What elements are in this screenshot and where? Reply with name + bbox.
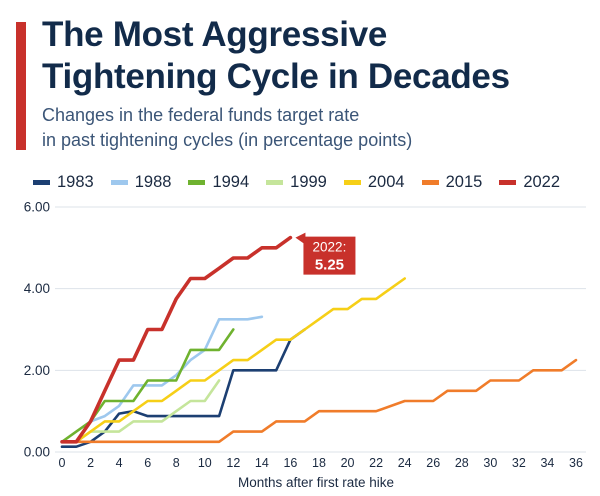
x-tick-label: 36 [569,456,583,470]
x-tick-label: 30 [483,456,497,470]
y-tick-label: 4.00 [24,281,50,296]
legend-swatch [188,179,206,185]
callout-value: 5.25 [315,257,344,274]
series-line-2004 [60,277,407,444]
legend-item-1983: 1983 [33,173,94,192]
legend-item-1994: 1994 [188,173,249,192]
legend-swatch [343,179,361,185]
chart-subtitle: Changes in the federal funds target rate… [42,105,413,150]
series-line-1983 [60,328,307,449]
y-tick-label: 0.00 [24,445,50,460]
chart-title: The Most Aggressive Tightening Cycle in … [42,15,510,96]
x-tick-label: 14 [255,456,269,470]
legend-item-2004: 2004 [343,172,405,192]
legend-swatch [421,179,439,185]
legend-label: 2022 [523,172,561,191]
legend-swatch [266,179,284,185]
callout-box [303,236,356,275]
x-tick-label: 34 [540,456,554,470]
legend-label: 1999 [290,172,327,191]
x-tick-label: 18 [312,456,326,470]
x-tick-label: 26 [426,456,440,470]
legend-label: 1988 [134,172,172,191]
legend-swatch [110,179,128,185]
x-tick-label: 28 [455,456,469,470]
legend-swatch [499,179,517,185]
callout-pointer [295,232,306,245]
series-line-2015 [60,358,578,444]
x-tick-label: 12 [226,456,240,470]
legend-item-2015: 2015 [421,172,483,192]
title-accent-bar [16,22,26,150]
x-tick-label: 32 [512,456,526,470]
x-tick-label: 16 [283,456,297,470]
x-axis-label: Months after first rate hike [238,475,394,490]
legend-swatch [33,179,50,185]
x-tick-label: 0 [59,456,66,470]
x-tick-label: 22 [369,456,383,470]
legend-item-2022: 2022 [499,173,560,192]
series-lines [60,235,578,449]
legend: 1983 1988 1994 1999 2004 2015 2022 [33,172,560,192]
series-line-2022 [60,235,293,444]
legend-item-1988: 1988 [110,172,172,192]
y-tick-label: 2.00 [24,363,50,378]
callout-2022: 2022: 5.25 [295,232,356,275]
x-tick-label: 10 [198,456,212,470]
legend-label: 2004 [367,172,405,191]
legend-label: 1994 [212,172,250,191]
x-tick-label: 20 [341,456,355,470]
legend-label: 1983 [57,172,94,191]
x-tick-label: 6 [144,456,151,470]
series-line-1988 [60,315,264,444]
legend-label: 2015 [445,172,483,191]
legend-item-1999: 1999 [266,173,327,192]
x-tick-label: 4 [116,456,123,470]
x-tick-label: 2 [87,456,94,470]
y-axis-ticks: 0.00 2.00 4.00 6.00 [24,200,50,460]
x-tick-label: 24 [398,456,412,470]
line-chart: 0.002.004.006.00 0 2 4 6 8 10 12 14 16 18 20 22 24 26… [24,200,586,490]
x-tick-label: 8 [173,456,180,470]
y-tick-label: 6.00 [24,200,50,215]
callout-label: 2022: [313,240,347,255]
x-axis-ticks: 0 2 4 6 8 10 12 14 16 18 20 22 24 26 28 30 32 34 36 [59,456,583,470]
grid-lines [55,206,586,453]
